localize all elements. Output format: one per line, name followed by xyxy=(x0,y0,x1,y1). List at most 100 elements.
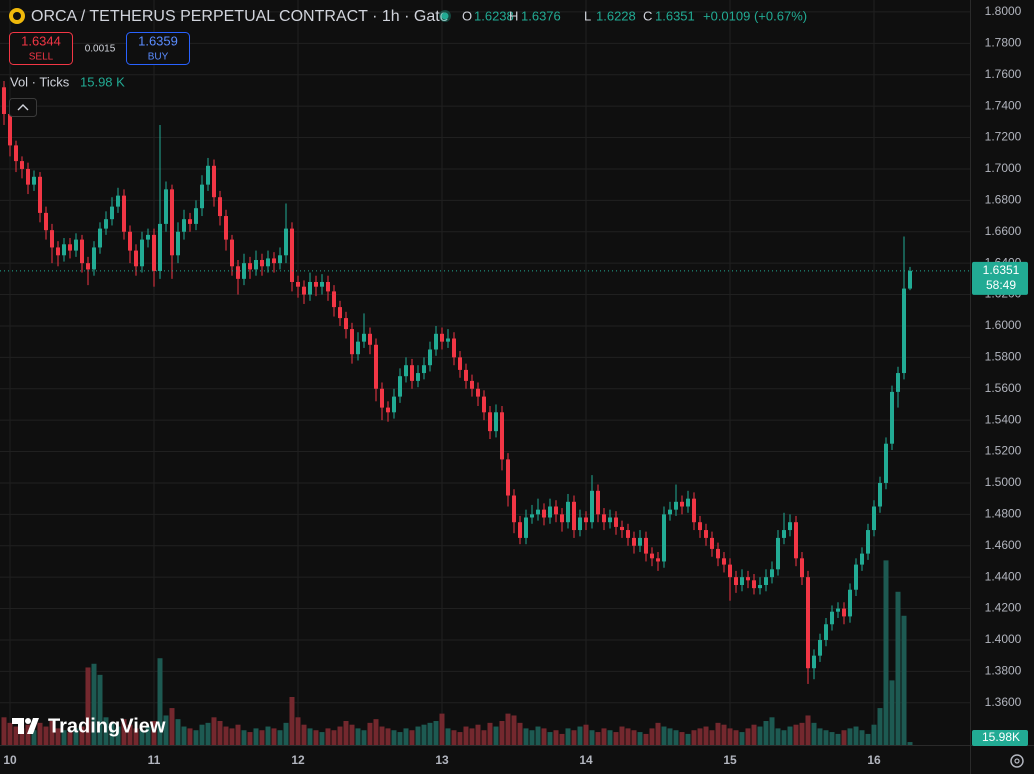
volume-value: 15.98 K xyxy=(80,74,125,89)
candle-body xyxy=(590,490,595,523)
candle-body xyxy=(482,396,487,413)
candle-body xyxy=(278,255,283,264)
volume-bar xyxy=(649,728,655,745)
volume-bar xyxy=(379,726,385,745)
volume-bar xyxy=(289,697,295,745)
volume-bar xyxy=(829,732,835,745)
volume-bar xyxy=(133,728,139,745)
candle-body xyxy=(836,608,841,612)
last-volume: 15.98K xyxy=(982,730,1020,744)
candle-body xyxy=(296,281,301,287)
settings-button[interactable] xyxy=(1010,754,1024,768)
candle-body xyxy=(80,239,85,264)
countdown: 58:49 xyxy=(986,278,1016,292)
candle-body xyxy=(644,537,649,554)
logo-mark xyxy=(12,718,39,734)
volume-bar xyxy=(703,726,709,745)
volume-bar xyxy=(19,728,25,745)
volume-bar xyxy=(439,713,445,745)
y-tick-label: 1.7600 xyxy=(985,67,1022,81)
candle-body xyxy=(146,234,151,240)
last-price-tag xyxy=(972,261,1028,295)
volume-bar xyxy=(541,728,547,745)
logo-mark-dot xyxy=(25,718,31,724)
candle-body xyxy=(74,239,79,251)
x-tick-label: 16 xyxy=(867,753,881,767)
volume-bar xyxy=(31,730,37,745)
volume-bar xyxy=(901,615,907,745)
volume-bar xyxy=(673,730,679,745)
x-tick-label: 14 xyxy=(579,753,593,767)
candle-body xyxy=(440,333,445,342)
candle-body xyxy=(350,329,355,355)
volume-bar xyxy=(565,728,571,745)
volume-bar xyxy=(457,732,463,745)
volume-bar xyxy=(877,708,883,745)
candle-body xyxy=(842,608,847,617)
candle-layer xyxy=(2,81,913,684)
candle-body xyxy=(554,506,559,515)
volume-bar xyxy=(613,732,619,745)
y-tick-label: 1.7400 xyxy=(985,98,1022,112)
x-tick-label: 15 xyxy=(723,753,737,767)
volume-bar xyxy=(97,674,103,745)
y-tick-label: 1.3800 xyxy=(985,664,1022,678)
volume-bar xyxy=(259,730,265,745)
ohlc-label: H xyxy=(509,8,518,23)
volume-bar xyxy=(211,717,217,745)
volume-bar xyxy=(751,724,757,745)
volume-bar xyxy=(253,728,259,745)
x-tick-label: 11 xyxy=(148,753,161,767)
volume-bar xyxy=(205,722,211,745)
volume-bar xyxy=(277,730,283,745)
volume-bar xyxy=(637,732,643,745)
volume-bar xyxy=(331,730,337,745)
buy-label: BUY xyxy=(148,52,169,63)
candle-body xyxy=(308,281,313,295)
volume-bar xyxy=(793,724,799,745)
candle-body xyxy=(128,231,133,251)
candle-body xyxy=(32,176,37,185)
candle-body xyxy=(164,189,169,224)
volume-bar xyxy=(781,730,787,745)
sell-button[interactable] xyxy=(9,32,73,65)
buy-button[interactable] xyxy=(126,32,190,65)
candle-body xyxy=(416,373,421,381)
y-tick-label: 1.4800 xyxy=(985,507,1022,521)
price-axis: 1.8000 1.7800 1.7600 1.7400 1.7200 1.7000 1.68… xyxy=(985,4,1022,709)
volume-bar xyxy=(433,721,439,745)
candle-body xyxy=(572,501,577,531)
candle-body xyxy=(662,514,667,562)
candle-body xyxy=(488,412,493,432)
volume-bar xyxy=(691,730,697,745)
volume-bar xyxy=(553,730,559,745)
volume-bar xyxy=(895,591,901,745)
ohlc-value: 1.6238 xyxy=(474,8,514,23)
volume-bar xyxy=(241,730,247,745)
candle-body xyxy=(548,506,553,518)
candle-body xyxy=(638,537,643,546)
volume-bar xyxy=(505,713,511,745)
x-tick-label: 10 xyxy=(3,753,17,767)
candle-body xyxy=(104,219,109,229)
candle-body xyxy=(236,266,241,279)
volume-bar xyxy=(397,732,403,745)
volume-bar xyxy=(787,726,793,745)
volume-bar xyxy=(409,730,415,745)
volume-layer xyxy=(1,560,913,745)
candle-body xyxy=(152,234,157,271)
volume-bar xyxy=(283,722,289,745)
volume-bar xyxy=(655,722,661,745)
volume-bar xyxy=(547,732,553,745)
volume-bar xyxy=(799,722,805,745)
candle-body xyxy=(518,522,523,538)
candle-body xyxy=(776,537,781,570)
volume-bar xyxy=(43,726,49,745)
candle-body xyxy=(266,258,271,267)
candle-body xyxy=(302,286,307,295)
volume-bar xyxy=(103,717,109,745)
symbol-title[interactable]: ORCA / TETHERUS PERPETUAL CONTRACT · 1h … xyxy=(31,8,449,25)
collapse-button[interactable] xyxy=(9,98,37,117)
candle-body xyxy=(92,247,97,270)
